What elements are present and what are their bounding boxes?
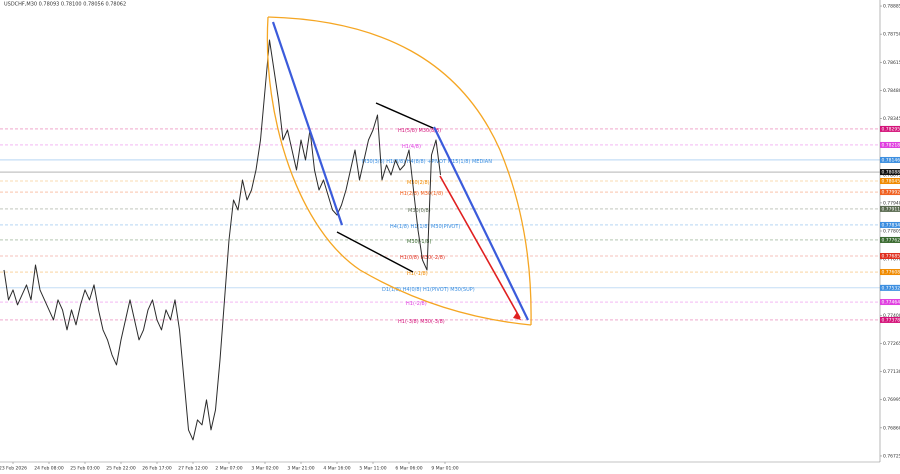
drawings — [266, 16, 532, 326]
y-tick-label: 0.78750 — [883, 32, 900, 38]
y-tick-label: 0.77400 — [883, 313, 900, 319]
y-tick-label: 0.77670 — [883, 257, 900, 263]
x-tick-label: 5 Mar 11:00 — [359, 466, 386, 472]
level-price-box — [880, 156, 900, 163]
level-price-box — [880, 221, 900, 228]
level-price-label: 0.77532 — [882, 285, 900, 291]
level-price-box — [880, 236, 900, 243]
y-tick-label: 0.78615 — [883, 60, 900, 66]
fan-arc-right — [267, 16, 532, 326]
y-tick-label: 0.78885 — [883, 4, 900, 10]
level-price-box — [880, 269, 900, 276]
y-tick-label: 0.76725 — [883, 453, 900, 459]
price-line — [3, 39, 441, 441]
level-annotation: M30(3/8) H1(3/8) H4(8/8) +PIVOT M15(1/8)… — [362, 159, 492, 165]
level-price-label: 0.77464 — [882, 300, 900, 306]
level-price-label: 0.77762 — [882, 237, 900, 243]
trend-line — [433, 126, 529, 321]
level-annotation: M30(0/8) — [408, 208, 431, 214]
level-price-box — [880, 125, 900, 132]
price-layer — [3, 39, 441, 441]
level-price-label: 0.78045 — [882, 179, 900, 185]
trend-line — [271, 21, 344, 226]
level-price-box — [880, 178, 900, 185]
x-tick-label: 23 Feb 2026 — [0, 466, 27, 472]
level-price-box — [880, 299, 900, 306]
x-tick-label: 6 Mar 06:00 — [395, 466, 422, 472]
y-tick-label: 0.78075 — [883, 172, 900, 178]
channel-line — [336, 231, 414, 273]
channel-line — [375, 102, 434, 129]
y-tick-label: 0.77265 — [883, 341, 900, 347]
chart-title: USDCHF,M30 0.78093 0.78100 0.78056 0.780… — [4, 2, 126, 8]
level-price-label: 0.77378 — [882, 317, 900, 323]
level-price-label: 0.78088 — [882, 170, 900, 176]
forecast-arrow — [513, 312, 521, 320]
level-annotation: H1(5/8) M30(8/8) — [398, 128, 441, 134]
x-tick-label: 27 Feb 12:00 — [178, 466, 208, 472]
x-tick-label: 2 Mar 07:00 — [215, 466, 242, 472]
level-price-box — [880, 189, 900, 196]
x-tick-label: 25 Feb 03:00 — [70, 466, 100, 472]
level-price-box — [880, 205, 900, 212]
y-tick-label: 0.77940 — [883, 200, 900, 206]
x-tick-label: 3 Mar 21:00 — [287, 466, 314, 472]
x-tick-label: 26 Feb 17:00 — [142, 466, 172, 472]
level-price-label: 0.78146 — [882, 157, 900, 163]
level-annotation: H1(4/8) — [402, 144, 421, 150]
level-price-label: 0.78295 — [882, 126, 900, 132]
y-tick-label: 0.76995 — [883, 397, 900, 403]
level-price-box — [880, 284, 900, 291]
level-annotation: H4(1/8) H1(1/8) M30(PIVOT) — [390, 224, 460, 230]
level-annotation: H1(2/8) M30(1/8) — [400, 191, 443, 197]
y-tick-label: 0.77805 — [883, 229, 900, 235]
level-price-label: 0.77911 — [882, 206, 900, 212]
y-tick-label: 0.78345 — [883, 116, 900, 122]
level-price-box — [880, 252, 900, 259]
level-price-box — [880, 316, 900, 323]
level-annotation: M30(2/8) — [407, 180, 430, 186]
level-annotation: M30(-1/8) — [407, 239, 431, 245]
level-annotation: D1(1/8) H4(0/8) H1(PIVOT) M30(SUP) — [382, 287, 475, 293]
level-price-box — [880, 141, 900, 148]
level-price-label: 0.77685 — [882, 253, 900, 259]
y-tick-label: 0.78480 — [883, 88, 900, 94]
level-price-label: 0.77608 — [882, 270, 900, 276]
y-tick-label: 0.77130 — [883, 369, 900, 375]
level-annotation: H1(-3/8) M30(-3/8) — [398, 319, 445, 325]
x-tick-label: 3 Mar 02:00 — [251, 466, 278, 472]
level-annotation: H1(-1/8) — [407, 271, 428, 277]
x-tick-label: 9 Mar 01:00 — [431, 466, 458, 472]
level-price-label: 0.77834 — [882, 222, 900, 228]
x-tick-label: 25 Feb 22:00 — [106, 466, 136, 472]
level-price-label: 0.78218 — [882, 142, 900, 148]
level-price-box — [880, 169, 900, 176]
level-annotation: H1(-2/8) — [406, 301, 427, 307]
level-price-label: 0.77992 — [882, 190, 900, 196]
x-tick-label: 24 Feb 08:00 — [34, 466, 64, 472]
fan-arc-left — [266, 16, 532, 326]
x-tick-label: 4 Mar 16:00 — [323, 466, 350, 472]
forecast-line — [439, 175, 521, 319]
y-tick-label: 0.76860 — [883, 425, 900, 431]
